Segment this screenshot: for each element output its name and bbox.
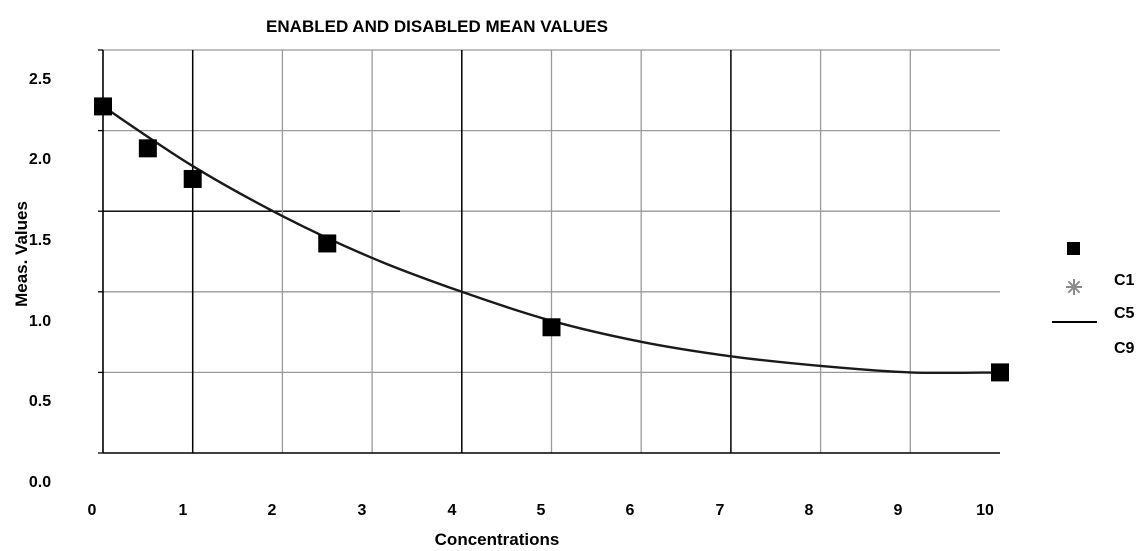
x-tick-label: 1 (179, 502, 188, 519)
data-point-marker (183, 169, 202, 188)
legend-square-icon (1067, 242, 1080, 255)
y-tick-label: 0.0 (29, 474, 51, 491)
data-markers (94, 97, 1009, 382)
x-tick-label: 4 (448, 502, 457, 519)
x-tick-label: 8 (805, 502, 814, 519)
asterisk-stroke (1067, 280, 1081, 294)
x-axis-label: Concentrations (435, 530, 560, 549)
y-tick-label: 1.5 (29, 232, 51, 249)
legend-label: C1 (1114, 272, 1135, 289)
x-tick-label: 5 (537, 502, 546, 519)
legend-asterisk-icon (1066, 279, 1082, 295)
legend: C1 C5 C9 (1052, 242, 1135, 357)
y-axis-label: Meas. Values (12, 201, 31, 307)
x-tick-label: 9 (894, 502, 903, 519)
data-point-marker (138, 139, 157, 158)
grid (98, 49, 1000, 454)
y-tick-label: 2.5 (29, 71, 51, 88)
x-tick-labels: 0 1 2 3 4 5 6 7 8 9 10 (88, 502, 994, 519)
legend-label: C9 (1114, 340, 1135, 357)
data-point-marker (542, 318, 561, 337)
y-tick-label: 1.0 (29, 313, 51, 330)
x-tick-label: 2 (268, 502, 277, 519)
data-point-marker (991, 363, 1009, 382)
x-tick-label: 7 (716, 502, 725, 519)
data-point-marker (94, 97, 112, 116)
chart-title: ENABLED AND DISABLED MEAN VALUES (266, 17, 608, 36)
y-tick-label: 0.5 (29, 393, 51, 410)
y-tick-labels: 0.0 0.5 1.0 1.5 2.0 2.5 (29, 71, 51, 491)
x-tick-label: 6 (626, 502, 635, 519)
legend-label: C5 (1114, 305, 1135, 322)
x-tick-label: 3 (358, 502, 367, 519)
data-point-marker (318, 234, 337, 253)
y-tick-label: 2.0 (29, 151, 51, 168)
x-tick-label: 10 (976, 502, 994, 519)
x-tick-label: 0 (88, 502, 97, 519)
